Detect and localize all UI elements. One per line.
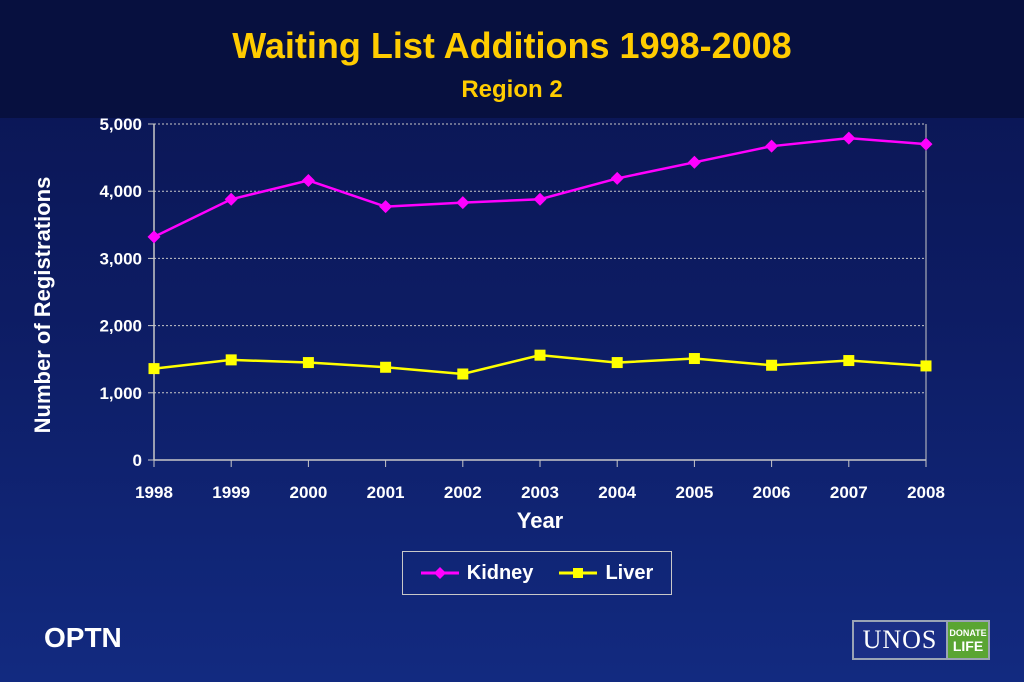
liver-point — [766, 359, 778, 371]
kidney-point — [456, 196, 470, 210]
x-tick-label: 2001 — [367, 483, 405, 502]
liver-legend-swatch — [559, 568, 598, 578]
y-tick-label: 0 — [133, 451, 142, 470]
y-axis-label: Number of Registrations — [30, 177, 55, 434]
liver-point — [225, 354, 237, 366]
unos-donate-life-logo: UNOS DONATE LIFE — [852, 620, 990, 660]
legend-item-liver: Liver — [559, 562, 653, 585]
y-tick-label: 5,000 — [99, 115, 142, 134]
liver-point — [688, 353, 700, 365]
kidney-point — [765, 139, 779, 153]
tick-labels: 0 1,000 2,000 3,000 4,000 5,000 1998 1999 2000 20… — [99, 115, 944, 502]
kidney-point — [533, 192, 547, 206]
x-axis-label: Year — [517, 508, 564, 533]
legend-label-liver: Liver — [605, 561, 654, 584]
optn-label: OPTN — [44, 622, 122, 653]
y-tick-label: 1,000 — [99, 384, 142, 403]
x-tick-label: 2006 — [753, 483, 791, 502]
x-tick-label: 2000 — [289, 483, 327, 502]
kidney-legend-swatch — [420, 567, 459, 579]
kidney-point — [687, 155, 701, 169]
liver-point — [380, 361, 392, 373]
donate-life-badge: DONATE LIFE — [948, 622, 988, 658]
chart-legend: Kidney Liver — [402, 551, 672, 595]
life-text: LIFE — [952, 637, 984, 654]
series-markers — [147, 131, 933, 380]
kidney-point — [842, 131, 856, 145]
kidney-point — [919, 137, 933, 151]
axes — [148, 123, 927, 467]
kidney-point — [301, 173, 315, 187]
header-band — [0, 0, 1024, 118]
x-tick-label: 2005 — [675, 483, 713, 502]
liver-point — [920, 360, 932, 372]
chart-subtitle: Region 2 — [461, 76, 563, 103]
donate-text: DONATE — [949, 627, 987, 638]
series-lines — [153, 136, 927, 376]
x-tick-label: 2008 — [907, 483, 945, 502]
x-tick-label: 1999 — [212, 483, 250, 502]
kidney-series-line — [153, 136, 927, 239]
y-tick-label: 2,000 — [99, 317, 142, 336]
x-tick-label: 1998 — [135, 483, 173, 502]
x-tick-label: 2002 — [444, 483, 482, 502]
legend-label-kidney: Kidney — [466, 561, 534, 584]
x-tick-label: 2004 — [598, 483, 636, 502]
kidney-point — [224, 192, 238, 206]
legend-item-kidney: Kidney — [420, 561, 534, 585]
unos-logo-text: UNOS — [854, 622, 948, 658]
liver-point — [611, 357, 623, 369]
y-tick-label: 3,000 — [99, 249, 142, 268]
kidney-point — [610, 171, 624, 185]
x-tick-label: 2007 — [830, 483, 868, 502]
liver-point — [302, 357, 314, 369]
x-tick-label: 2003 — [521, 483, 559, 502]
liver-point — [148, 363, 160, 375]
kidney-point — [379, 200, 393, 214]
y-tick-label: 4,000 — [99, 182, 142, 201]
liver-point — [843, 355, 855, 367]
liver-point — [457, 368, 469, 380]
kidney-point — [147, 230, 161, 244]
liver-point — [534, 349, 546, 361]
chart-title: Waiting List Additions 1998-2008 — [232, 25, 792, 66]
